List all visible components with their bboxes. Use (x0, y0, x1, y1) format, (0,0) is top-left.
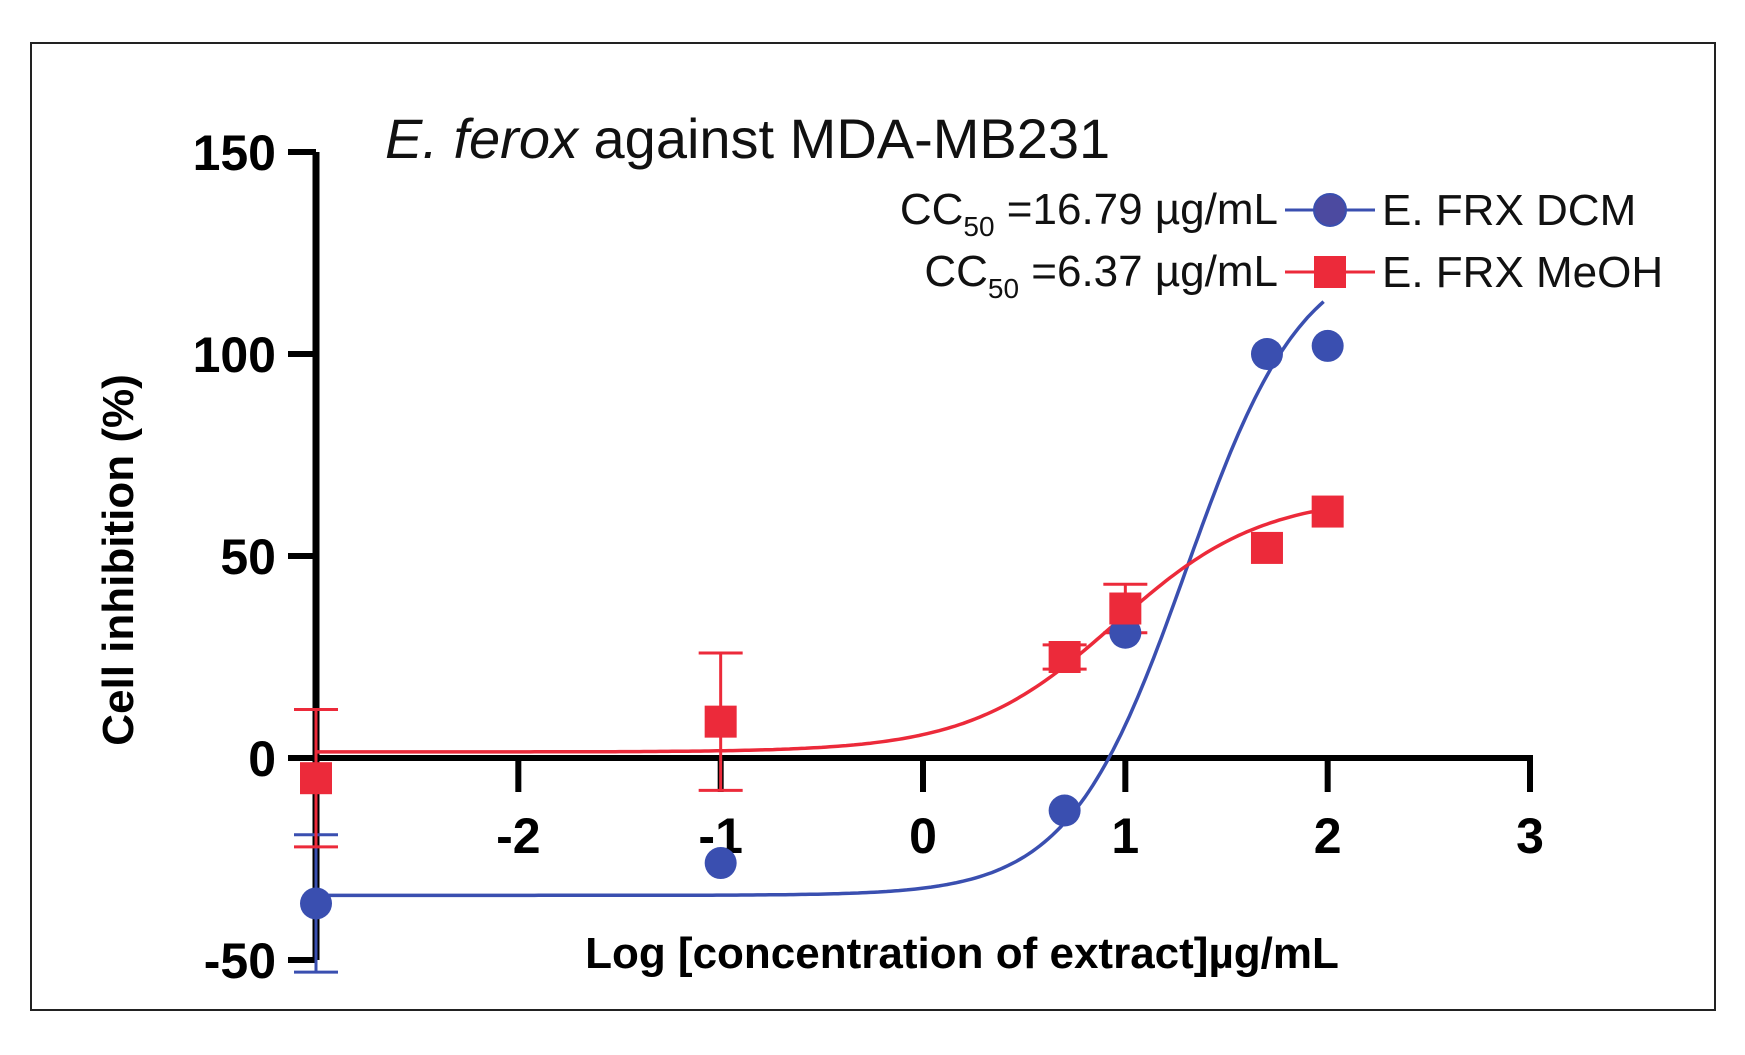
data-point-square (1250, 531, 1283, 564)
legend-marker-square (1314, 256, 1346, 288)
chart-title-rest: against MDA-MB231 (578, 107, 1110, 170)
y-tick-label: 150 (193, 125, 276, 181)
legend-marker-circle (1313, 193, 1347, 227)
legend-cc50-value: =16.79 µg/mL (995, 185, 1278, 234)
y-tick-label: 0 (248, 731, 276, 787)
data-point-circle (704, 847, 737, 880)
y-axis-title: Cell inhibition (%) (94, 374, 143, 746)
legend-cc50-subscript: 50 (963, 211, 994, 242)
data-point-circle (1250, 338, 1283, 370)
legend-series-name: E. FRX MeOH (1382, 248, 1663, 297)
fit-curve (316, 507, 1328, 754)
data-point-circle (1311, 329, 1344, 362)
x-tick-label: 2 (1314, 808, 1342, 864)
x-axis-title: Log [concentration of extract]µg/mL (585, 929, 1339, 978)
legend-cc50-prefix: CC (924, 247, 988, 296)
y-tick-label: 50 (220, 529, 276, 585)
points-layer (300, 329, 1344, 920)
fit-curves-layer (316, 300, 1328, 898)
data-point-circle (1109, 616, 1142, 649)
legend-series-name: E. FRX DCM (1382, 186, 1636, 235)
legend-cc50-subscript: 50 (988, 273, 1019, 304)
x-tick-label: 3 (1516, 808, 1544, 864)
fit-curve (316, 300, 1325, 898)
legend-cc50-value: =6.37 µg/mL (1019, 247, 1278, 296)
x-tick-label: 0 (909, 808, 937, 864)
y-tick-label: 100 (193, 327, 276, 383)
data-point-square (1109, 592, 1142, 625)
data-point-circle (1048, 794, 1081, 827)
chart-frame (30, 42, 1716, 1011)
data-point-square (300, 762, 332, 795)
legend-cc50-label: CC50 =16.79 µg/mL (900, 185, 1278, 242)
legend-cc50-label: CC50 =6.37 µg/mL (924, 247, 1278, 304)
data-point-square (1311, 495, 1344, 528)
x-tick-label: -2 (496, 808, 540, 864)
x-tick-label: 1 (1111, 808, 1139, 864)
data-point-circle (300, 887, 332, 920)
data-point-square (1048, 641, 1081, 673)
legend-cc50-prefix: CC (900, 185, 964, 234)
data-point-square (704, 705, 737, 738)
y-tick-label: -50 (204, 933, 276, 989)
chart-title: E. ferox against MDA-MB231 (385, 107, 1110, 170)
chart-title-italic: E. ferox (385, 107, 580, 170)
